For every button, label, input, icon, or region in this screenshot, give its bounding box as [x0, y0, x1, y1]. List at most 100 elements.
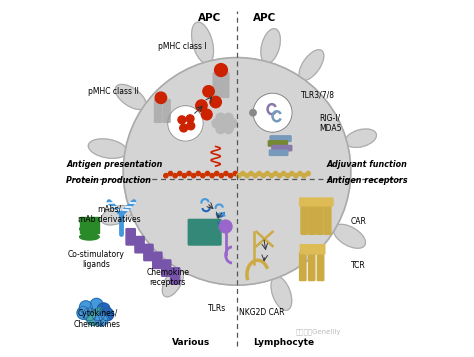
- Circle shape: [253, 174, 257, 178]
- Text: 君礼生物Genelily: 君礼生物Genelily: [296, 328, 342, 335]
- Text: Antigen receptors: Antigen receptors: [326, 176, 408, 185]
- Circle shape: [215, 171, 219, 176]
- Ellipse shape: [162, 268, 183, 297]
- Text: Co-stimulatory
ligands: Co-stimulatory ligands: [68, 250, 125, 269]
- Circle shape: [253, 93, 292, 132]
- FancyBboxPatch shape: [272, 145, 292, 151]
- Circle shape: [282, 171, 286, 176]
- Circle shape: [233, 171, 237, 176]
- Text: Adjuvant function: Adjuvant function: [327, 161, 408, 170]
- Text: APC: APC: [253, 13, 276, 23]
- FancyBboxPatch shape: [318, 252, 324, 281]
- Circle shape: [277, 174, 282, 178]
- Ellipse shape: [191, 22, 213, 64]
- Circle shape: [83, 308, 96, 321]
- FancyBboxPatch shape: [135, 236, 144, 253]
- Circle shape: [290, 171, 294, 176]
- Circle shape: [178, 116, 186, 124]
- Circle shape: [237, 174, 241, 178]
- Text: TLRs: TLRs: [208, 304, 227, 313]
- FancyBboxPatch shape: [198, 220, 202, 245]
- Text: pMHC class I: pMHC class I: [158, 42, 207, 51]
- FancyBboxPatch shape: [325, 205, 331, 234]
- Circle shape: [257, 171, 261, 176]
- Ellipse shape: [115, 84, 146, 110]
- FancyBboxPatch shape: [301, 205, 308, 234]
- FancyBboxPatch shape: [317, 205, 323, 234]
- Circle shape: [241, 171, 245, 176]
- FancyBboxPatch shape: [193, 220, 198, 245]
- Circle shape: [123, 57, 351, 285]
- Circle shape: [182, 174, 186, 178]
- FancyBboxPatch shape: [202, 220, 207, 245]
- Circle shape: [178, 171, 182, 176]
- Circle shape: [97, 303, 110, 316]
- Circle shape: [224, 171, 228, 176]
- Circle shape: [168, 106, 203, 141]
- FancyBboxPatch shape: [171, 268, 180, 284]
- FancyBboxPatch shape: [162, 260, 171, 276]
- Circle shape: [205, 171, 210, 176]
- Circle shape: [265, 171, 269, 176]
- Circle shape: [245, 174, 249, 178]
- FancyBboxPatch shape: [270, 136, 291, 141]
- Circle shape: [196, 100, 207, 111]
- FancyBboxPatch shape: [163, 100, 170, 122]
- Circle shape: [210, 174, 214, 178]
- Text: Cytokines/
Chemokines: Cytokines/ Chemokines: [74, 309, 121, 329]
- Circle shape: [186, 115, 194, 123]
- Circle shape: [294, 174, 298, 178]
- Circle shape: [92, 308, 105, 321]
- Circle shape: [196, 171, 201, 176]
- FancyBboxPatch shape: [309, 205, 315, 234]
- Circle shape: [168, 171, 173, 176]
- Text: pMHC class II: pMHC class II: [88, 87, 138, 96]
- FancyBboxPatch shape: [126, 228, 135, 245]
- Circle shape: [180, 124, 188, 132]
- FancyBboxPatch shape: [213, 73, 220, 97]
- Circle shape: [101, 308, 114, 321]
- Circle shape: [269, 174, 273, 178]
- Text: APC: APC: [198, 13, 221, 23]
- Ellipse shape: [333, 224, 365, 248]
- Circle shape: [187, 171, 191, 176]
- Circle shape: [173, 174, 177, 178]
- Circle shape: [95, 313, 108, 326]
- Circle shape: [220, 119, 229, 128]
- Ellipse shape: [271, 276, 292, 310]
- FancyBboxPatch shape: [313, 245, 325, 254]
- Text: TCR: TCR: [351, 261, 365, 270]
- Text: Lymphocyte: Lymphocyte: [253, 338, 314, 347]
- Ellipse shape: [299, 50, 324, 80]
- Circle shape: [201, 109, 212, 120]
- Circle shape: [80, 301, 92, 314]
- Circle shape: [90, 298, 103, 311]
- Circle shape: [215, 64, 228, 76]
- Circle shape: [224, 124, 233, 134]
- Circle shape: [219, 220, 232, 233]
- Text: NKG2D CAR: NKG2D CAR: [239, 308, 285, 317]
- Ellipse shape: [101, 206, 132, 225]
- FancyBboxPatch shape: [309, 252, 315, 281]
- FancyBboxPatch shape: [155, 100, 162, 122]
- Ellipse shape: [88, 139, 127, 158]
- Circle shape: [286, 174, 290, 178]
- Circle shape: [298, 171, 302, 176]
- Ellipse shape: [80, 233, 99, 240]
- FancyBboxPatch shape: [301, 245, 312, 254]
- FancyBboxPatch shape: [269, 150, 288, 155]
- Ellipse shape: [345, 129, 376, 147]
- Circle shape: [219, 174, 223, 178]
- Circle shape: [87, 313, 100, 325]
- Text: mAbs/
mAb derivatives: mAbs/ mAb derivatives: [78, 204, 140, 224]
- Circle shape: [164, 174, 168, 178]
- Circle shape: [155, 92, 166, 104]
- Text: RIG-I/
MDA5: RIG-I/ MDA5: [319, 114, 341, 133]
- Text: Protein production: Protein production: [66, 176, 151, 185]
- FancyBboxPatch shape: [268, 141, 288, 146]
- Bar: [80, 217, 100, 225]
- Circle shape: [191, 174, 196, 178]
- FancyBboxPatch shape: [300, 252, 306, 281]
- Circle shape: [306, 171, 310, 176]
- Circle shape: [302, 174, 306, 178]
